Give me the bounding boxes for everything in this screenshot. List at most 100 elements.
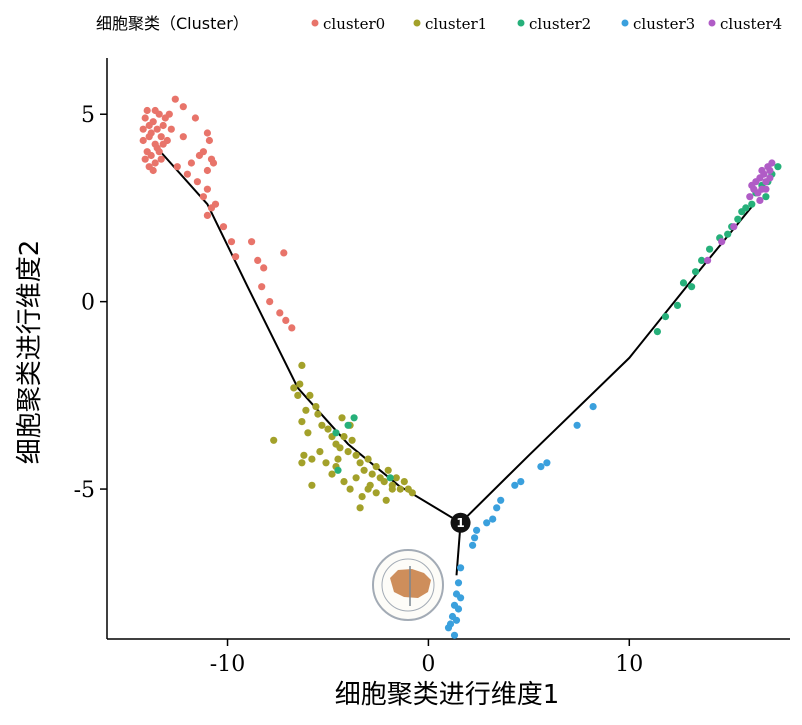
point-cluster0 — [211, 200, 220, 208]
point-cluster2 — [734, 215, 742, 223]
point-cluster4 — [754, 189, 762, 197]
legend-label-cluster2: cluster2 — [529, 15, 591, 33]
point-cluster1 — [388, 485, 396, 493]
point-cluster2 — [350, 414, 358, 422]
point-cluster0 — [282, 316, 290, 324]
trajectory-trunk — [156, 147, 462, 524]
point-cluster2 — [742, 204, 750, 212]
point-cluster4 — [730, 223, 738, 231]
point-cluster0 — [139, 136, 147, 145]
point-cluster0 — [219, 223, 228, 231]
y-ticks: 5 0 -5 — [74, 103, 107, 503]
point-cluster0 — [155, 148, 163, 156]
legend-title: 细胞聚类（Cluster） — [96, 14, 249, 33]
point-cluster3 — [471, 534, 479, 542]
point-cluster2 — [688, 283, 696, 291]
point-cluster1 — [294, 391, 302, 399]
point-cluster2 — [653, 328, 662, 336]
point-cluster0 — [280, 249, 288, 257]
point-cluster1 — [306, 391, 314, 399]
point-cluster1 — [384, 466, 392, 474]
point-cluster3 — [473, 526, 481, 534]
point-cluster0 — [191, 114, 199, 122]
point-cluster4 — [766, 166, 774, 175]
point-cluster1 — [298, 418, 306, 426]
point-cluster0 — [149, 166, 157, 175]
x-tick-label: 10 — [615, 652, 643, 677]
point-cluster1 — [312, 403, 320, 411]
legend-marker-cluster2 — [517, 19, 525, 27]
point-cluster2 — [661, 313, 670, 321]
seal-inner-ring — [381, 558, 435, 612]
x-tick-label: 0 — [421, 652, 435, 677]
point-cluster0 — [151, 106, 159, 115]
point-cluster0 — [260, 264, 268, 272]
point-cluster2 — [698, 256, 706, 264]
point-cluster3 — [444, 624, 453, 632]
point-cluster1 — [352, 451, 360, 459]
legend-marker-cluster1 — [413, 19, 421, 27]
point-cluster0 — [159, 121, 167, 130]
point-cluster0 — [139, 125, 147, 133]
point-cluster1 — [290, 384, 298, 392]
point-cluster2 — [386, 474, 394, 482]
y-axis-title: 细胞聚类进行维度2 — [15, 240, 45, 465]
point-cluster0 — [153, 125, 161, 133]
point-cluster1 — [324, 425, 332, 433]
point-cluster3 — [454, 605, 463, 613]
point-cluster1 — [380, 478, 388, 486]
point-cluster3 — [543, 459, 551, 467]
point-cluster0 — [179, 103, 187, 111]
legend-marker-cluster4 — [708, 19, 716, 27]
point-cluster4 — [762, 185, 770, 193]
point-cluster0 — [157, 133, 165, 141]
point-cluster3 — [537, 463, 545, 471]
point-cluster1 — [302, 406, 310, 414]
point-cluster1 — [352, 474, 360, 482]
trajectory-branch-right — [459, 203, 755, 524]
point-cluster1 — [348, 436, 356, 444]
point-cluster1 — [408, 489, 416, 497]
x-axis-title: 细胞聚类进行维度1 — [335, 680, 560, 710]
point-cluster0 — [157, 155, 165, 163]
point-cluster3 — [497, 496, 505, 504]
point-cluster0 — [266, 298, 274, 306]
point-cluster3 — [517, 478, 525, 486]
point-cluster1 — [356, 459, 364, 467]
axes: -10 0 10 5 0 -5 — [74, 58, 790, 677]
point-cluster0 — [141, 114, 149, 122]
point-cluster4 — [756, 196, 764, 204]
point-cluster2 — [724, 230, 732, 238]
point-cluster2 — [679, 279, 688, 287]
point-cluster4 — [704, 256, 712, 264]
point-cluster1 — [308, 455, 316, 463]
point-cluster3 — [457, 564, 465, 572]
point-cluster0 — [254, 256, 262, 264]
point-cluster1 — [392, 474, 400, 482]
point-cluster1 — [314, 410, 322, 418]
point-cluster4 — [768, 159, 776, 167]
x-ticks: -10 0 10 — [210, 639, 643, 677]
point-cluster0 — [276, 309, 284, 317]
point-cluster3 — [452, 616, 461, 624]
point-cluster1 — [334, 455, 342, 463]
point-cluster3 — [489, 515, 497, 523]
legend-label-cluster1: cluster1 — [425, 15, 487, 33]
branch-point-label: 1 — [456, 516, 464, 530]
point-cluster2 — [748, 200, 756, 208]
point-cluster0 — [227, 238, 236, 246]
point-cluster1 — [366, 481, 374, 489]
point-cluster0 — [209, 159, 218, 167]
point-cluster1 — [318, 421, 326, 429]
point-cluster0 — [203, 166, 211, 175]
point-cluster0 — [179, 133, 187, 141]
point-cluster1 — [304, 429, 312, 437]
point-cluster1 — [396, 485, 404, 493]
point-cluster1 — [340, 433, 348, 441]
point-cluster4 — [746, 193, 754, 201]
point-cluster0 — [199, 193, 207, 201]
data-points — [139, 95, 782, 639]
point-cluster1 — [364, 455, 372, 463]
point-cluster3 — [454, 579, 463, 587]
point-cluster2 — [673, 301, 682, 309]
